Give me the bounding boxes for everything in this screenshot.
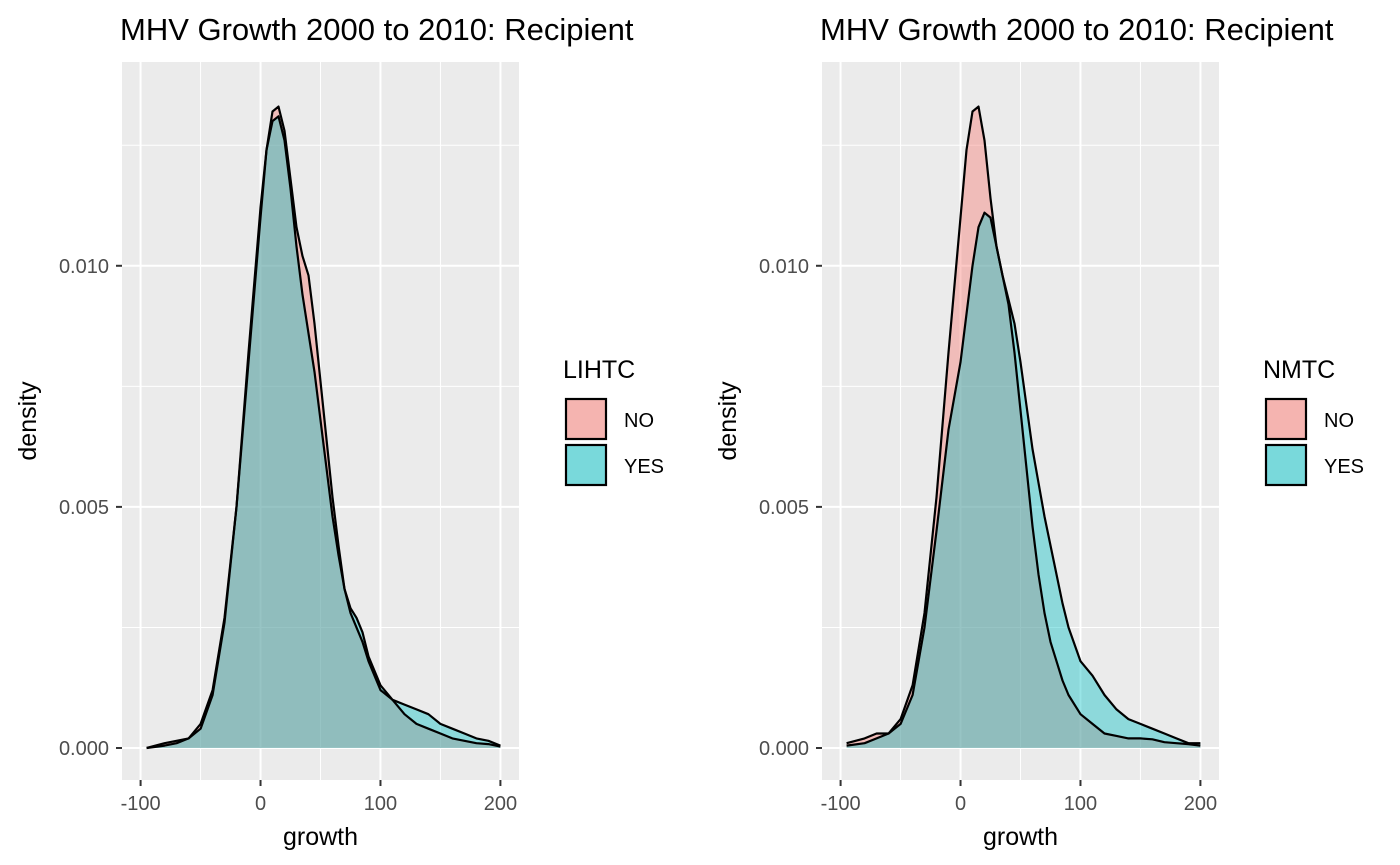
- density-line-yes: [846, 211, 1201, 747]
- legend-title: NMTC: [1263, 356, 1335, 384]
- legend: LIHTC NO YES: [563, 356, 664, 487]
- y-tick-label: 0.000: [759, 738, 809, 760]
- x-tick-label: 0: [955, 793, 966, 815]
- y-tick-label: 0.000: [59, 738, 109, 760]
- x-tick-label: -100: [121, 793, 161, 815]
- x-tick-label: 100: [364, 793, 397, 815]
- legend: NMTC NO YES: [1263, 356, 1364, 487]
- y-axis-label: density: [714, 381, 742, 461]
- x-tick-label: 200: [484, 793, 517, 815]
- y-tick-label: 0.005: [59, 497, 109, 519]
- legend-title: LIHTC: [563, 356, 635, 384]
- x-axis-label: growth: [983, 823, 1058, 851]
- x-tick-label: 200: [1184, 793, 1217, 815]
- density-area-no: [146, 106, 501, 749]
- legend-label-yes: YES: [1324, 456, 1364, 478]
- density-area-no: [846, 106, 1201, 749]
- density-line-yes: [146, 115, 501, 750]
- y-tick-label: 0.010: [759, 256, 809, 278]
- y-tick-label: 0.010: [59, 256, 109, 278]
- chart-panel-2: MHV Growth 2000 to 2010: Recipient 0.000 0…: [714, 12, 1364, 851]
- legend-swatch-yes: [564, 443, 608, 487]
- legend-label-no: NO: [624, 410, 654, 432]
- density-area-yes: [846, 212, 1201, 748]
- density-area-yes: [146, 116, 501, 749]
- chart-panel-1: MHV Growth 2000 to 2010: Recipient 0.000 0…: [14, 12, 664, 851]
- x-tick-label: -100: [821, 793, 861, 815]
- legend-swatch-yes: [1264, 443, 1308, 487]
- legend-label-no: NO: [1324, 410, 1354, 432]
- legend-swatch-no: [1264, 397, 1308, 441]
- legend-swatch-no: [564, 397, 608, 441]
- density-line-no: [846, 105, 1201, 747]
- x-tick-label: 0: [255, 793, 266, 815]
- legend-label-yes: YES: [624, 456, 664, 478]
- chart-title: MHV Growth 2000 to 2010: Recipient: [120, 12, 634, 47]
- y-axis-label: density: [14, 381, 42, 461]
- chart-title: MHV Growth 2000 to 2010: Recipient: [820, 12, 1334, 47]
- x-tick-label: 100: [1064, 793, 1097, 815]
- x-axis-label: growth: [283, 823, 358, 851]
- y-tick-label: 0.005: [759, 497, 809, 519]
